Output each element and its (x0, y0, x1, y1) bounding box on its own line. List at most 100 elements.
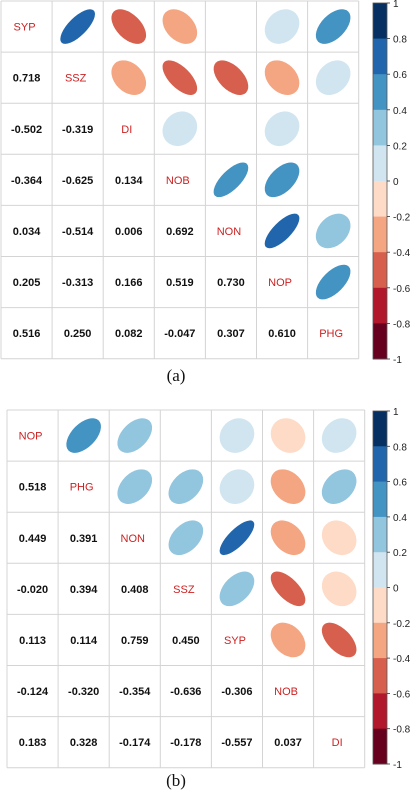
correlation-ellipse (264, 111, 300, 147)
correlation-ellipse (168, 520, 204, 556)
colorbar-tick-label: -0.6 (393, 689, 410, 700)
correlation-value: -0.636 (170, 686, 201, 698)
correlation-ellipse (321, 520, 357, 556)
correlation-value: 0.166 (115, 277, 143, 289)
variable-label: NON (121, 533, 146, 545)
correlation-ellipse (60, 9, 95, 44)
correlation-value: 0.114 (70, 635, 98, 647)
colorbar-segment (373, 109, 387, 146)
correlation-ellipse (315, 264, 351, 300)
correlation-value: -0.320 (68, 686, 99, 698)
correlation-ellipse (264, 213, 300, 249)
colorbar-tick-label: -0.2 (393, 619, 410, 630)
correlation-ellipse (219, 469, 255, 504)
colorbar-segment (373, 446, 387, 483)
correlation-value: 0.518 (19, 482, 47, 494)
correlation-ellipse (315, 9, 351, 44)
correlation-ellipse (321, 469, 357, 504)
correlation-value: -0.174 (119, 737, 151, 749)
correlation-ellipse (117, 469, 153, 504)
colorbar-tick-label: -0.8 (393, 725, 410, 736)
correlation-ellipse (213, 9, 249, 44)
colorbar-tick-label: 0 (393, 177, 399, 188)
correlation-ellipse (321, 571, 357, 607)
colorbar-tick-label: 0.6 (393, 478, 407, 489)
correlation-value: 0.519 (166, 277, 194, 289)
correlation-ellipse (168, 469, 204, 504)
variable-label: DI (121, 124, 132, 136)
correlation-value: 0.449 (19, 533, 47, 545)
correlation-value: -0.354 (119, 686, 151, 698)
correlation-ellipse (111, 9, 147, 44)
colorbar: 1 0.8 0.6 0.4 0.2 0 -0.2 -0.4 -0.6 -0.8 -1 (372, 407, 410, 771)
correlation-ellipse (270, 571, 306, 607)
correlation-value: -0.020 (17, 584, 48, 596)
correlation-value: 0.394 (70, 584, 98, 596)
colorbar-tick-label: -0.6 (393, 284, 410, 295)
colorbar-segment (373, 693, 387, 730)
colorbar-segment (373, 552, 387, 588)
colorbar-tick-label: 0.4 (393, 513, 407, 524)
variable-label: PHG (319, 328, 343, 340)
correlation-value: -0.502 (11, 124, 42, 136)
correlation-value: 0.450 (172, 635, 200, 647)
correlation-value: 0.037 (274, 737, 302, 749)
correlation-ellipse (270, 469, 306, 504)
correlation-value: 0.205 (13, 277, 41, 289)
correlation-value: 0.134 (115, 175, 143, 187)
correlation-value: 0.250 (64, 328, 92, 340)
colorbar-segment (373, 74, 387, 111)
correlation-ellipse (162, 111, 198, 147)
panel-label: (a) (167, 366, 186, 385)
correlation-value: 0.183 (19, 737, 47, 749)
colorbar-tick-label: 1 (393, 0, 399, 10)
variable-label: NOB (274, 686, 298, 698)
correlation-ellipse (264, 9, 300, 44)
colorbar-tick-label: 0.6 (393, 70, 407, 81)
variable-label: NOB (166, 175, 190, 187)
variable-label: NON (217, 226, 242, 238)
colorbar-tick-label: -1 (393, 760, 402, 771)
correlation-ellipse (315, 162, 351, 198)
correlation-value: -0.047 (164, 328, 195, 340)
colorbar-tick-label: 1 (393, 407, 399, 418)
colorbar-segment (373, 516, 387, 553)
colorbar-tick-label: 0.8 (393, 442, 407, 453)
correlation-value: -0.306 (221, 686, 252, 698)
correlation-value: -0.319 (62, 124, 93, 136)
correlation-ellipse (219, 418, 255, 453)
correlation-ellipse (321, 673, 357, 709)
colorbar-tick-label: -1 (393, 355, 402, 366)
colorbar-segment (373, 481, 387, 518)
colorbar-tick-label: -0.4 (393, 248, 410, 259)
colorbar-segment (373, 145, 387, 182)
correlation-ellipse (315, 111, 351, 147)
colorbar-tick-label: -0.4 (393, 654, 410, 665)
variable-label: SYP (224, 635, 246, 647)
colorbar-segment (373, 287, 387, 324)
correlation-value: 0.034 (13, 226, 41, 238)
correlation-ellipse (66, 418, 101, 453)
correlation-value: 0.408 (121, 584, 149, 596)
colorbar: 1 0.8 0.6 0.4 0.2 0 -0.2 -0.4 -0.6 -0.8 -1 (372, 0, 410, 366)
correlation-value: -0.178 (170, 737, 201, 749)
correlation-value: 0.759 (121, 635, 149, 647)
correlation-ellipse (315, 213, 351, 249)
variable-label: SSZ (65, 73, 87, 85)
correlation-ellipse (162, 9, 198, 44)
correlation-ellipse (117, 418, 153, 453)
colorbar-tick-label: -0.2 (393, 213, 410, 224)
correlation-value: 0.516 (13, 328, 41, 340)
colorbar-segment (373, 728, 387, 765)
colorbar-segment (373, 216, 387, 253)
correlation-ellipse (321, 622, 357, 658)
correlation-value: 0.610 (268, 328, 296, 340)
correlation-value: 0.307 (217, 328, 245, 340)
variable-label: SSZ (173, 584, 195, 596)
colorbar-segment (373, 411, 387, 447)
correlation-value: 0.006 (115, 226, 143, 238)
correlation-value: -0.557 (221, 737, 252, 749)
correlation-value: -0.124 (17, 686, 49, 698)
correlation-ellipse (168, 418, 204, 453)
